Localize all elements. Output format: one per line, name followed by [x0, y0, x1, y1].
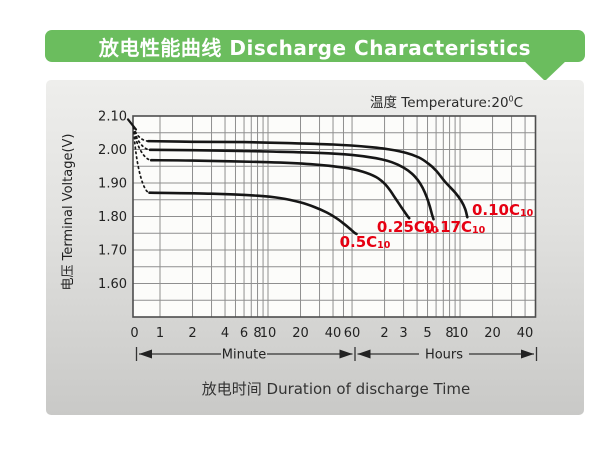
- chart-panel: [46, 80, 584, 415]
- temperature-unit: C: [513, 95, 524, 111]
- temperature-text: 温度 Temperature:20: [370, 95, 509, 111]
- y-axis-title: 电压 Terminal Voltage(V): [61, 133, 76, 291]
- page-title: 放电性能曲线 Discharge Characteristics: [98, 35, 532, 60]
- temperature-label: 温度 Temperature:200C: [370, 91, 524, 112]
- banner-tail: [523, 60, 567, 81]
- header-banner: 放电性能曲线 Discharge Characteristics: [45, 30, 585, 62]
- x-axis-title: 放电时间 Duration of discharge Time: [201, 380, 471, 398]
- degree-superscript: 0: [508, 94, 514, 104]
